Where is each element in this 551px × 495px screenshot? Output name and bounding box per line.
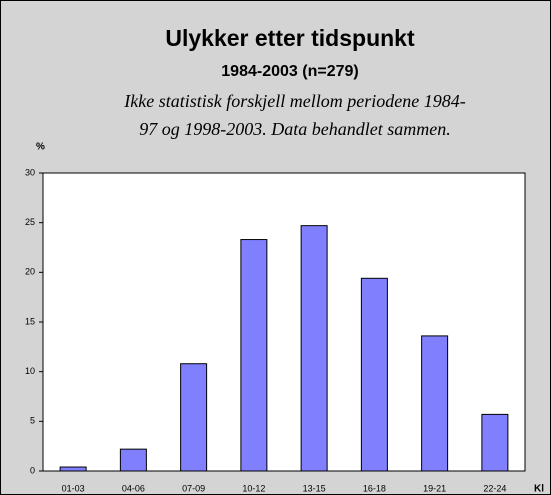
y-tick-label: 5: [30, 416, 35, 426]
bar: [481, 413, 509, 472]
x-tick-label: 13-15: [303, 483, 326, 493]
bar: [59, 466, 87, 472]
bar: [180, 363, 208, 472]
x-axis-label: Kl: [534, 484, 544, 495]
x-tick-label: 04-06: [122, 483, 145, 493]
x-tick-label: 01-03: [62, 483, 85, 493]
y-axis-label: %: [36, 142, 45, 153]
chart-subtitle: 1984-2003 (n=279): [221, 63, 358, 80]
annotation: Ikke statistisk forskjell mellom periode…: [123, 91, 465, 111]
x-tick-label: 07-09: [182, 483, 205, 493]
y-tick-label: 30: [25, 167, 35, 177]
bar: [300, 225, 328, 472]
x-tick-label: 16-18: [363, 483, 386, 493]
x-tick-label: 22-24: [483, 483, 506, 493]
bar: [240, 239, 268, 472]
bar: [360, 277, 388, 472]
y-tick-label: 0: [30, 465, 35, 475]
bar: [421, 335, 449, 472]
bar: [119, 448, 147, 472]
x-tick-label: 10-12: [242, 483, 265, 493]
y-tick-label: 15: [25, 316, 35, 326]
y-tick-label: 10: [25, 366, 35, 376]
chart-title: Ulykker etter tidspunkt: [165, 25, 415, 51]
annotation: 97 og 1998-2003. Data behandlet sammen.: [139, 119, 450, 139]
y-tick-label: 25: [25, 217, 35, 227]
plot-area: [42, 172, 526, 472]
x-tick-label: 19-21: [423, 483, 446, 493]
y-tick-label: 20: [25, 267, 35, 277]
